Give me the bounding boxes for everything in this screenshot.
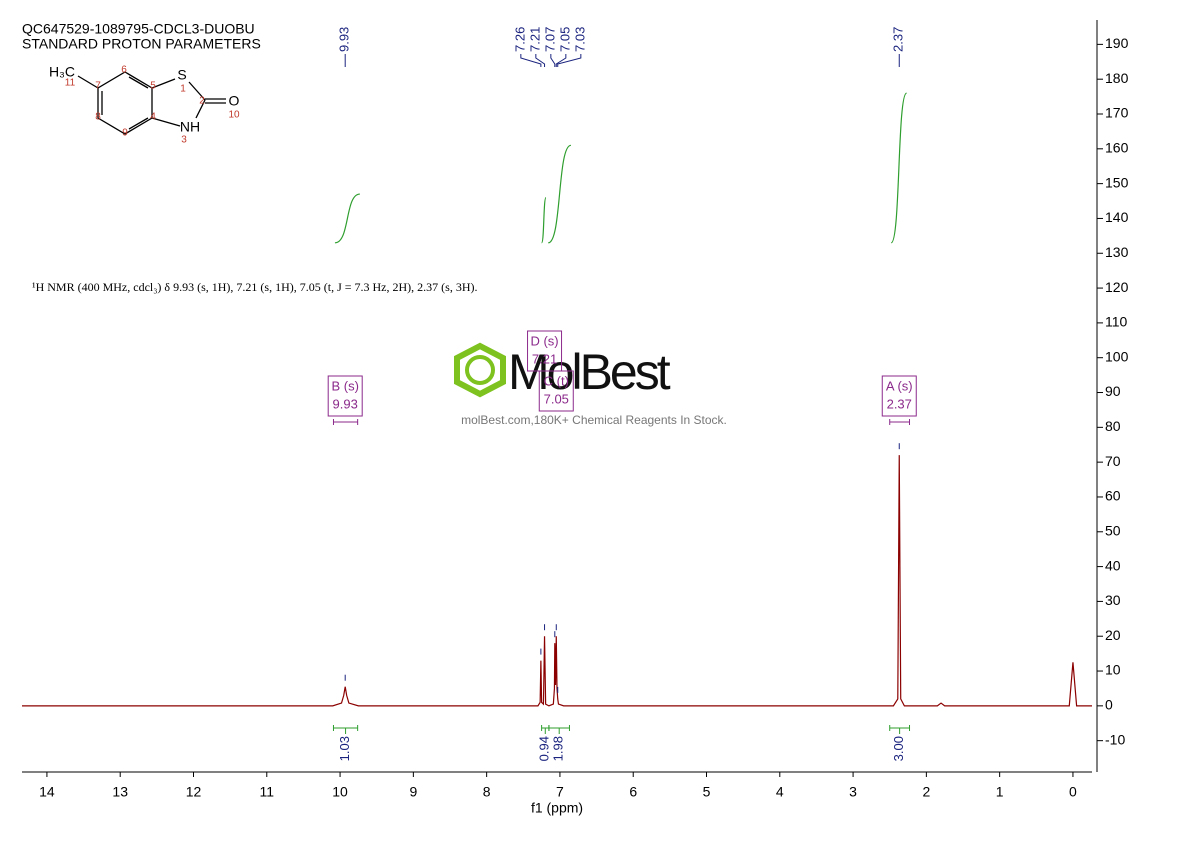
x-tick-label: 3 bbox=[849, 784, 857, 800]
atom-number: 2 bbox=[199, 96, 205, 107]
multiplet-shift: 2.37 bbox=[887, 396, 912, 411]
y-tick-label: 160 bbox=[1105, 140, 1129, 156]
y-tick-label: 170 bbox=[1105, 105, 1129, 121]
peak-connector bbox=[550, 54, 556, 67]
y-tick-label: 120 bbox=[1105, 279, 1129, 295]
x-tick-label: 10 bbox=[332, 784, 348, 800]
y-tick-label: -10 bbox=[1105, 731, 1125, 747]
y-tick-label: 130 bbox=[1105, 244, 1129, 260]
x-tick-label: 12 bbox=[186, 784, 202, 800]
integral-label: 0.94 bbox=[537, 736, 552, 761]
integral-range bbox=[889, 725, 911, 734]
atom-number: 5 bbox=[150, 81, 156, 92]
y-tick-label: 70 bbox=[1105, 453, 1121, 469]
y-tick-label: 60 bbox=[1105, 488, 1121, 504]
atom-label: H₃C bbox=[49, 64, 75, 80]
watermark-note: molBest.com,180K+ Chemical Reagents In S… bbox=[461, 413, 727, 427]
x-tick-label: 4 bbox=[776, 784, 784, 800]
x-tick-label: 14 bbox=[39, 784, 55, 800]
integral-curve bbox=[890, 92, 908, 244]
integral-label: 1.03 bbox=[337, 736, 352, 761]
y-tick-label: 20 bbox=[1105, 627, 1121, 643]
x-tick-label: 2 bbox=[922, 784, 930, 800]
y-tick-label: 140 bbox=[1105, 209, 1129, 225]
x-tick-label: 7 bbox=[556, 784, 564, 800]
y-tick-label: 50 bbox=[1105, 522, 1121, 538]
x-tick-label: 0 bbox=[1069, 784, 1077, 800]
integral-range bbox=[548, 725, 570, 734]
multiplet-label: D (s) bbox=[530, 333, 558, 348]
multiplet-range bbox=[889, 419, 911, 425]
peak-label: 7.03 bbox=[572, 27, 587, 52]
integral-curve bbox=[334, 193, 361, 244]
multiplet-range bbox=[332, 419, 359, 425]
multiplet-box bbox=[327, 375, 363, 417]
atom-number: 3 bbox=[181, 135, 187, 146]
peak-label: 7.07 bbox=[542, 27, 557, 52]
description: ¹H NMR (400 MHz, cdcl₃) δ 9.93 (s, 1H), … bbox=[32, 280, 478, 294]
y-tick-label: 110 bbox=[1105, 314, 1128, 330]
multiplet-label: A (s) bbox=[886, 378, 913, 393]
multiplet-box bbox=[538, 370, 574, 412]
header-line: QC647529-1089795-CDCL3-DUOBU bbox=[22, 21, 255, 37]
multiplet-label: C (t) bbox=[544, 373, 569, 388]
atom-label: S bbox=[177, 67, 186, 83]
integral-range bbox=[332, 725, 359, 734]
atom-number: 8 bbox=[95, 112, 101, 123]
y-tick-label: 40 bbox=[1105, 557, 1121, 573]
atom-number: 9 bbox=[122, 128, 128, 139]
peak-connector bbox=[555, 54, 567, 67]
y-tick-label: 0 bbox=[1105, 697, 1113, 713]
x-tick-label: 11 bbox=[260, 784, 275, 800]
x-tick-label: 8 bbox=[483, 784, 491, 800]
y-tick-label: 10 bbox=[1105, 662, 1121, 678]
atom-number: 10 bbox=[228, 110, 240, 121]
atom-label: O bbox=[229, 93, 240, 109]
watermark-logo bbox=[454, 342, 506, 398]
atom-number: 1 bbox=[180, 84, 186, 95]
integral-range bbox=[541, 725, 550, 734]
peak-label: 7.26 bbox=[512, 27, 527, 52]
y-tick-label: 80 bbox=[1105, 418, 1121, 434]
y-tick-label: 100 bbox=[1105, 348, 1129, 364]
y-tick-label: 190 bbox=[1105, 35, 1129, 51]
peak-label: 7.05 bbox=[557, 27, 572, 52]
integral-label: 3.00 bbox=[891, 736, 906, 761]
integral-label: 1.98 bbox=[551, 736, 566, 761]
atom-label: NH bbox=[180, 119, 200, 135]
x-axis-label: f1 (ppm) bbox=[531, 800, 583, 816]
multiplet-box bbox=[881, 375, 917, 417]
peak-label: 9.93 bbox=[337, 27, 352, 52]
spectrum-line bbox=[22, 455, 1092, 707]
atom-number: 6 bbox=[121, 65, 127, 76]
peak-connector bbox=[557, 54, 582, 67]
integral-curve bbox=[541, 196, 547, 244]
multiplet-shift: 9.93 bbox=[333, 396, 358, 411]
y-tick-label: 90 bbox=[1105, 383, 1121, 399]
structure-bonds bbox=[77, 71, 226, 135]
x-tick-label: 13 bbox=[112, 784, 128, 800]
x-tick-label: 9 bbox=[409, 784, 417, 800]
peak-label: 2.37 bbox=[891, 27, 906, 52]
multiplet-label: B (s) bbox=[331, 378, 358, 393]
multiplet-shift: 7.21 bbox=[532, 351, 557, 366]
header-line: STANDARD PROTON PARAMETERS bbox=[22, 36, 261, 52]
atom-number: 7 bbox=[95, 81, 101, 92]
y-tick-label: 180 bbox=[1105, 70, 1129, 86]
peak-connector bbox=[520, 54, 542, 67]
x-tick-label: 1 bbox=[996, 784, 1004, 800]
y-tick-label: 30 bbox=[1105, 592, 1121, 608]
x-tick-label: 6 bbox=[629, 784, 637, 800]
peak-connector bbox=[535, 54, 546, 67]
x-tick-label: 5 bbox=[703, 784, 711, 800]
atom-number: 11 bbox=[65, 78, 76, 89]
y-tick-label: 150 bbox=[1105, 174, 1129, 190]
multiplet-shift: 7.05 bbox=[544, 391, 569, 406]
integral-curve bbox=[547, 144, 572, 244]
atom-number: 4 bbox=[150, 112, 156, 123]
watermark-brand: MolBest bbox=[508, 344, 671, 400]
peak-label: 7.21 bbox=[527, 27, 542, 52]
